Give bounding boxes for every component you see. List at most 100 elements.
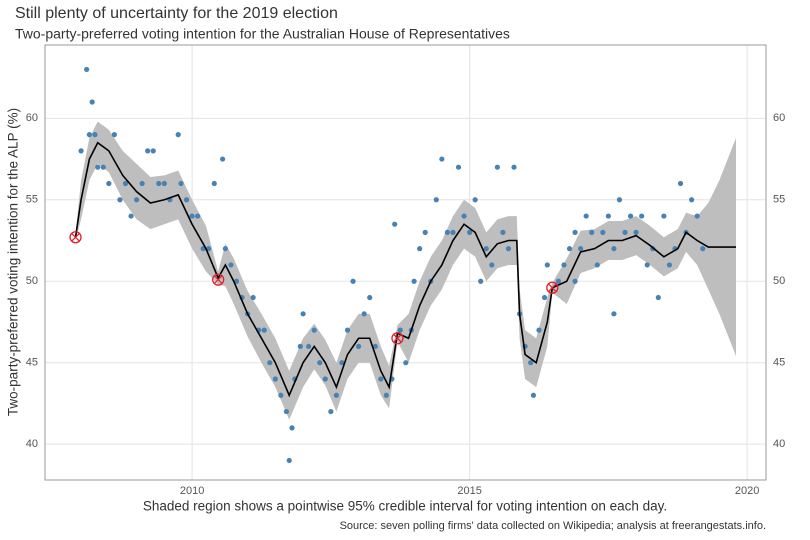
poll-point [594, 262, 600, 268]
x-axis-title: Shaded region shows a pointwise 95% cred… [143, 499, 667, 514]
poll-point [183, 197, 190, 203]
y-tick-label: 60 [26, 112, 38, 124]
poll-point [339, 360, 345, 366]
poll-point [228, 262, 234, 268]
poll-point [561, 262, 567, 268]
poll-point [84, 66, 90, 73]
poll-point [333, 392, 339, 398]
poll-point [178, 180, 184, 187]
poll-point [455, 164, 462, 170]
y-tick-label-right: 45 [773, 357, 785, 369]
poll-point [344, 327, 351, 333]
election-cross [393, 333, 402, 343]
poll-point [397, 327, 403, 333]
poll-point [383, 392, 389, 398]
poll-point [505, 246, 512, 252]
poll-point [372, 343, 378, 350]
poll-point [145, 148, 151, 154]
poll-point [350, 278, 356, 284]
poll-point [106, 180, 112, 187]
poll-point [156, 180, 162, 187]
poll-point [378, 376, 384, 382]
x-tick-label: 2020 [735, 485, 759, 497]
poll-point [541, 294, 548, 301]
poll-point [422, 229, 428, 235]
poll-point [444, 229, 451, 235]
poll-point [689, 197, 695, 203]
poll-point [530, 392, 537, 398]
poll-point [566, 246, 573, 252]
poll-point [472, 197, 478, 203]
election-result [391, 332, 404, 345]
poll-point [511, 164, 517, 170]
poll-point [206, 246, 212, 252]
poll-point [222, 246, 228, 252]
poll-point [283, 408, 290, 415]
poll-point [322, 376, 328, 382]
poll-point [489, 262, 495, 268]
election-result [69, 231, 82, 244]
poll-point [220, 156, 226, 162]
y-tick-label: 50 [26, 275, 38, 287]
election-result [212, 273, 225, 286]
election-cross [213, 275, 223, 284]
poll-point [644, 262, 650, 268]
y-axis-title: Two-party-preferred voting intention for… [6, 108, 21, 416]
y-tick-label: 45 [26, 357, 38, 369]
poll-point [622, 229, 628, 235]
chart-title: Still plenty of uncertainty for the 2019… [15, 5, 338, 22]
poll-point [86, 132, 93, 138]
poll-point [677, 180, 684, 187]
poll-point [139, 180, 145, 187]
poll-point [572, 229, 578, 235]
smoothed-line [74, 141, 737, 398]
poll-point [306, 343, 312, 350]
y-tick-label-right: 55 [773, 194, 785, 206]
poll-point [233, 278, 240, 284]
source-caption: Source: seven polling firms' data collec… [340, 520, 766, 532]
poll-point [639, 213, 645, 219]
poll-point [494, 164, 500, 170]
poll-point [392, 221, 398, 227]
election-cross [547, 283, 557, 293]
poll-point [583, 213, 589, 219]
poll-point [633, 229, 639, 235]
poll-point [286, 457, 292, 464]
y-tick-label-right: 50 [773, 275, 785, 287]
credible-band [75, 121, 737, 420]
poll-point [89, 99, 95, 105]
poll-point [361, 311, 367, 317]
poll-point [627, 213, 634, 219]
poll-point [317, 360, 323, 366]
poll-point [133, 197, 140, 203]
poll-point [694, 213, 700, 219]
poll-point [528, 360, 534, 366]
poll-point [600, 229, 606, 235]
panel-border [44, 44, 767, 481]
poll-point [128, 213, 134, 219]
poll-point [439, 156, 445, 162]
poll-point [355, 343, 362, 350]
x-tick-label: 2010 [180, 485, 204, 497]
poll-point [278, 392, 284, 398]
poll-point [655, 294, 661, 301]
poll-point [536, 327, 542, 333]
poll-point [450, 229, 456, 235]
poll-point [483, 246, 489, 252]
y-tick-label: 40 [26, 438, 38, 450]
poll-point [611, 311, 617, 317]
poll-point [195, 213, 201, 219]
poll-point [150, 148, 156, 154]
poll-point [467, 229, 473, 235]
poll-point [272, 376, 278, 382]
chart-subtitle: Two-party-preferred voting intention for… [15, 26, 510, 42]
poll-point [189, 213, 195, 219]
poll-point [572, 278, 578, 284]
poll-point [117, 197, 123, 203]
poll-point [411, 278, 417, 284]
poll-point [175, 132, 181, 138]
poll-point [544, 262, 550, 268]
poll-point [328, 408, 334, 415]
poll-point [92, 132, 98, 138]
